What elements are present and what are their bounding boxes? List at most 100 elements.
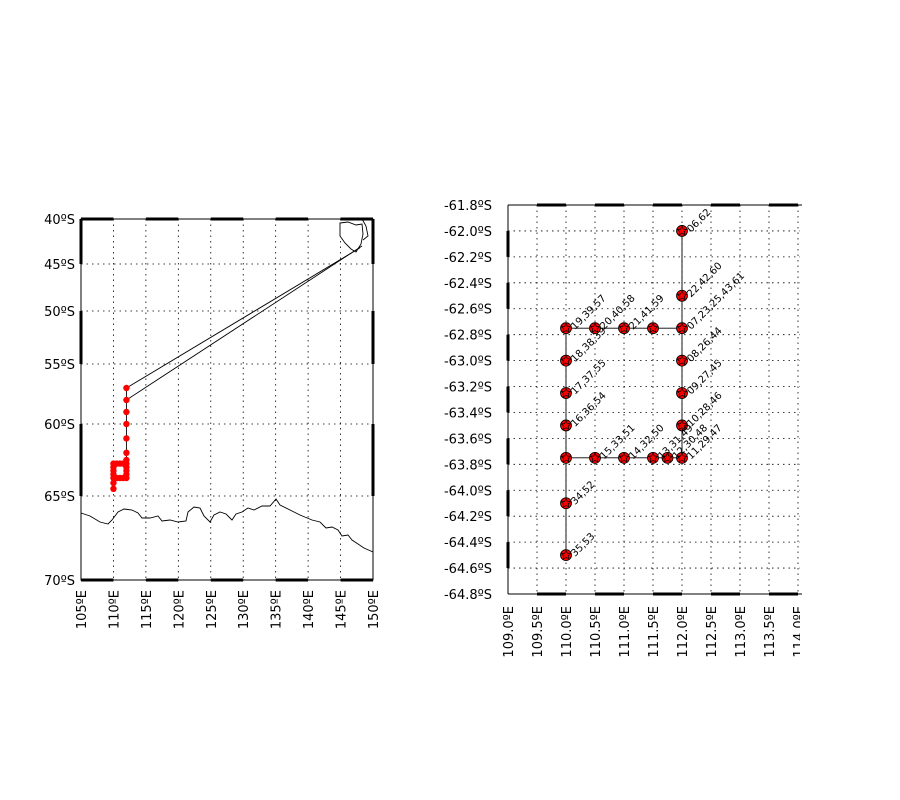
frame-segment (371, 424, 375, 496)
lon-tick-label: 110ºE (107, 590, 122, 629)
station-star-icon (676, 289, 688, 301)
frame-segment (145, 578, 179, 582)
lon-tick-label: 111.5ºE (647, 606, 662, 658)
lon-tick-label: 115ºE (140, 590, 155, 629)
detail-map-clip: 06,6222,42,6007,23,25,43,6108,26,4409,27… (508, 205, 800, 594)
lat-tick-label: -64.8ºS (444, 588, 492, 603)
lat-tick-label: -62.6ºS (444, 303, 492, 318)
frame-segment (210, 217, 244, 221)
frame-segment (210, 578, 244, 582)
frame-segment (79, 424, 83, 496)
station-star-icon (589, 451, 601, 463)
lat-tick-label: -63.2ºS (444, 381, 492, 396)
station-marker (119, 460, 127, 467)
station-star-icon (560, 451, 572, 463)
frame-segment (711, 203, 740, 207)
frame-segment (371, 219, 375, 264)
frame-segment (275, 217, 309, 221)
station-label: 34,52 (569, 479, 597, 507)
lat-tick-label: 60ºS (44, 418, 75, 433)
frame-segment (81, 578, 114, 582)
frame-segment (595, 592, 624, 596)
frame-segment (145, 217, 179, 221)
lat-tick-label: -61.8ºS (444, 199, 492, 214)
frame-segment (506, 490, 510, 517)
transit-line (126, 247, 361, 389)
frame-segment (769, 592, 798, 596)
frame-segment (506, 542, 510, 569)
station-label: 07,23,25,43,61 (685, 271, 747, 333)
tasmania-outline (339, 221, 364, 253)
frame-segment (506, 282, 510, 309)
lat-tick-label: 70ºS (44, 574, 75, 589)
frame-segment (506, 334, 510, 361)
station-star-icon (647, 451, 659, 463)
frame-segment (537, 592, 566, 596)
lon-tick-label: 125ºE (205, 590, 220, 629)
lon-tick-label: 145ºE (335, 590, 350, 629)
lon-tick-label: 130ºE (237, 590, 252, 629)
lon-tick-label: 110.5ºE (589, 606, 604, 658)
frame-segment (653, 203, 682, 207)
lat-tick-label: -62.8ºS (444, 329, 492, 344)
frame-segment (79, 311, 83, 364)
station-star-icon (560, 387, 572, 398)
station (560, 451, 572, 464)
lon-tick-label: 113.0ºE (734, 606, 749, 658)
frame-segment (595, 203, 624, 207)
frame-segment (506, 386, 510, 413)
frame-segment (653, 592, 682, 596)
lat-tick-label: -62.4ºS (444, 277, 492, 292)
frame-segment (506, 230, 510, 257)
station-marker (123, 408, 130, 416)
lon-tick-label: 120ºE (172, 590, 187, 629)
station-marker (123, 396, 130, 404)
detail-map-panel: 06,6222,42,6007,23,25,43,6108,26,4409,27… (444, 199, 802, 658)
lat-tick-label: -64.4ºS (444, 536, 492, 551)
lon-tick-label: 105ºE (75, 590, 90, 629)
lat-tick-label: -63.6ºS (444, 432, 492, 447)
frame-segment (81, 217, 114, 221)
station-star-icon (676, 322, 688, 333)
lon-tick-label: 111.0ºE (618, 606, 633, 658)
station-star-icon (618, 322, 630, 333)
station-star-icon (661, 451, 674, 463)
frame-segment (371, 311, 375, 364)
station-star-icon (676, 387, 688, 398)
frame-segment (711, 592, 740, 596)
station-star-icon (560, 549, 572, 560)
lat-tick-label: 45ºS (44, 258, 75, 273)
station (647, 322, 659, 335)
lon-tick-label: 140ºE (302, 590, 317, 629)
station-star-icon (589, 322, 601, 333)
frame-segment (340, 578, 373, 582)
lon-tick-label: 112.5ºE (705, 606, 720, 658)
station-marker (110, 485, 117, 492)
frame-segment (537, 203, 566, 207)
station-star-icon (676, 225, 688, 236)
station-marker (123, 449, 130, 456)
station-star-icon (676, 419, 688, 431)
frame-segment (275, 578, 309, 582)
station-marker (123, 384, 130, 392)
lon-tick-label: 150ºE (367, 590, 382, 629)
station-star-icon (560, 419, 572, 431)
station-label: 06,62 (685, 207, 713, 235)
frame-segment (340, 217, 373, 221)
lat-tick-label: 55ºS (44, 358, 75, 373)
lat-tick-label: -63.4ºS (444, 406, 492, 421)
lat-tick-label: -63.8ºS (444, 458, 492, 473)
station-marker (110, 479, 117, 487)
station-star-icon (676, 451, 688, 463)
station-star-icon (676, 354, 688, 366)
lat-tick-label: 40ºS (44, 213, 75, 228)
station-marker (123, 435, 130, 442)
station-label: 35,53 (569, 531, 597, 559)
lon-tick-label: 135ºE (270, 590, 285, 629)
station-star-icon (560, 497, 572, 509)
lat-tick-label: 50ºS (44, 305, 75, 320)
station-star-icon (560, 322, 572, 333)
lon-tick-label: 112.0ºE (676, 606, 691, 658)
frame-segment (506, 438, 510, 465)
